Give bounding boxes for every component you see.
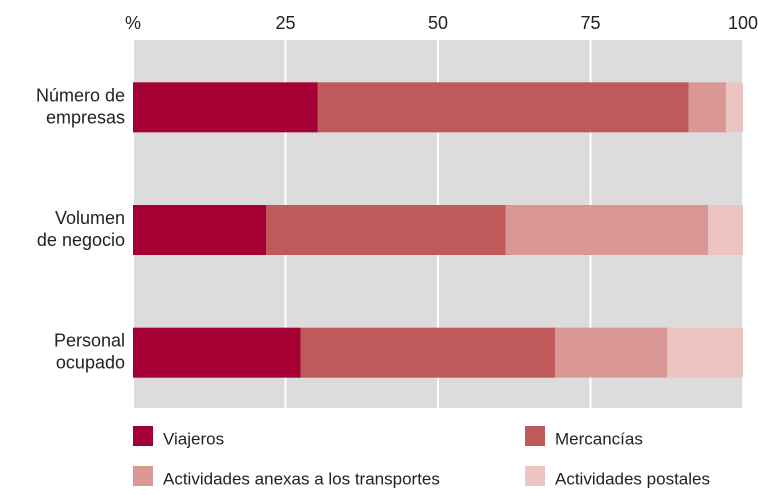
bar-segment <box>265 205 506 255</box>
bar-segment <box>317 82 689 133</box>
x-tick-label: 25 <box>275 13 295 33</box>
legend-swatch <box>133 426 153 446</box>
legend-swatch <box>525 426 545 446</box>
x-tick-label: 100 <box>728 13 758 33</box>
bar-segment <box>300 327 556 378</box>
y-tick-label: Volumen de negocio <box>37 208 125 250</box>
legend-swatch <box>525 466 545 486</box>
x-tick-label: 75 <box>580 13 600 33</box>
y-tick-label: Personal ocupado <box>54 330 125 372</box>
bar-segment <box>688 82 726 133</box>
bar-segment <box>133 82 318 133</box>
bar-segment <box>133 205 266 255</box>
legend-label: Actividades postales <box>555 469 710 488</box>
x-tick-label: % <box>125 13 141 33</box>
legend-swatch <box>133 466 153 486</box>
bar-segment <box>505 205 709 255</box>
y-tick-label: Número de empresas <box>36 85 125 127</box>
bar-segment <box>667 327 743 378</box>
bar-segment <box>708 205 743 255</box>
legend-label: Viajeros <box>163 429 224 448</box>
bar-segment <box>555 327 668 378</box>
legend-label: Actividades anexas a los transportes <box>163 469 440 488</box>
legend-label: Mercancías <box>555 429 643 448</box>
x-tick-label: 50 <box>428 13 448 33</box>
bar-segment <box>725 82 743 133</box>
bar-segment <box>133 327 301 378</box>
